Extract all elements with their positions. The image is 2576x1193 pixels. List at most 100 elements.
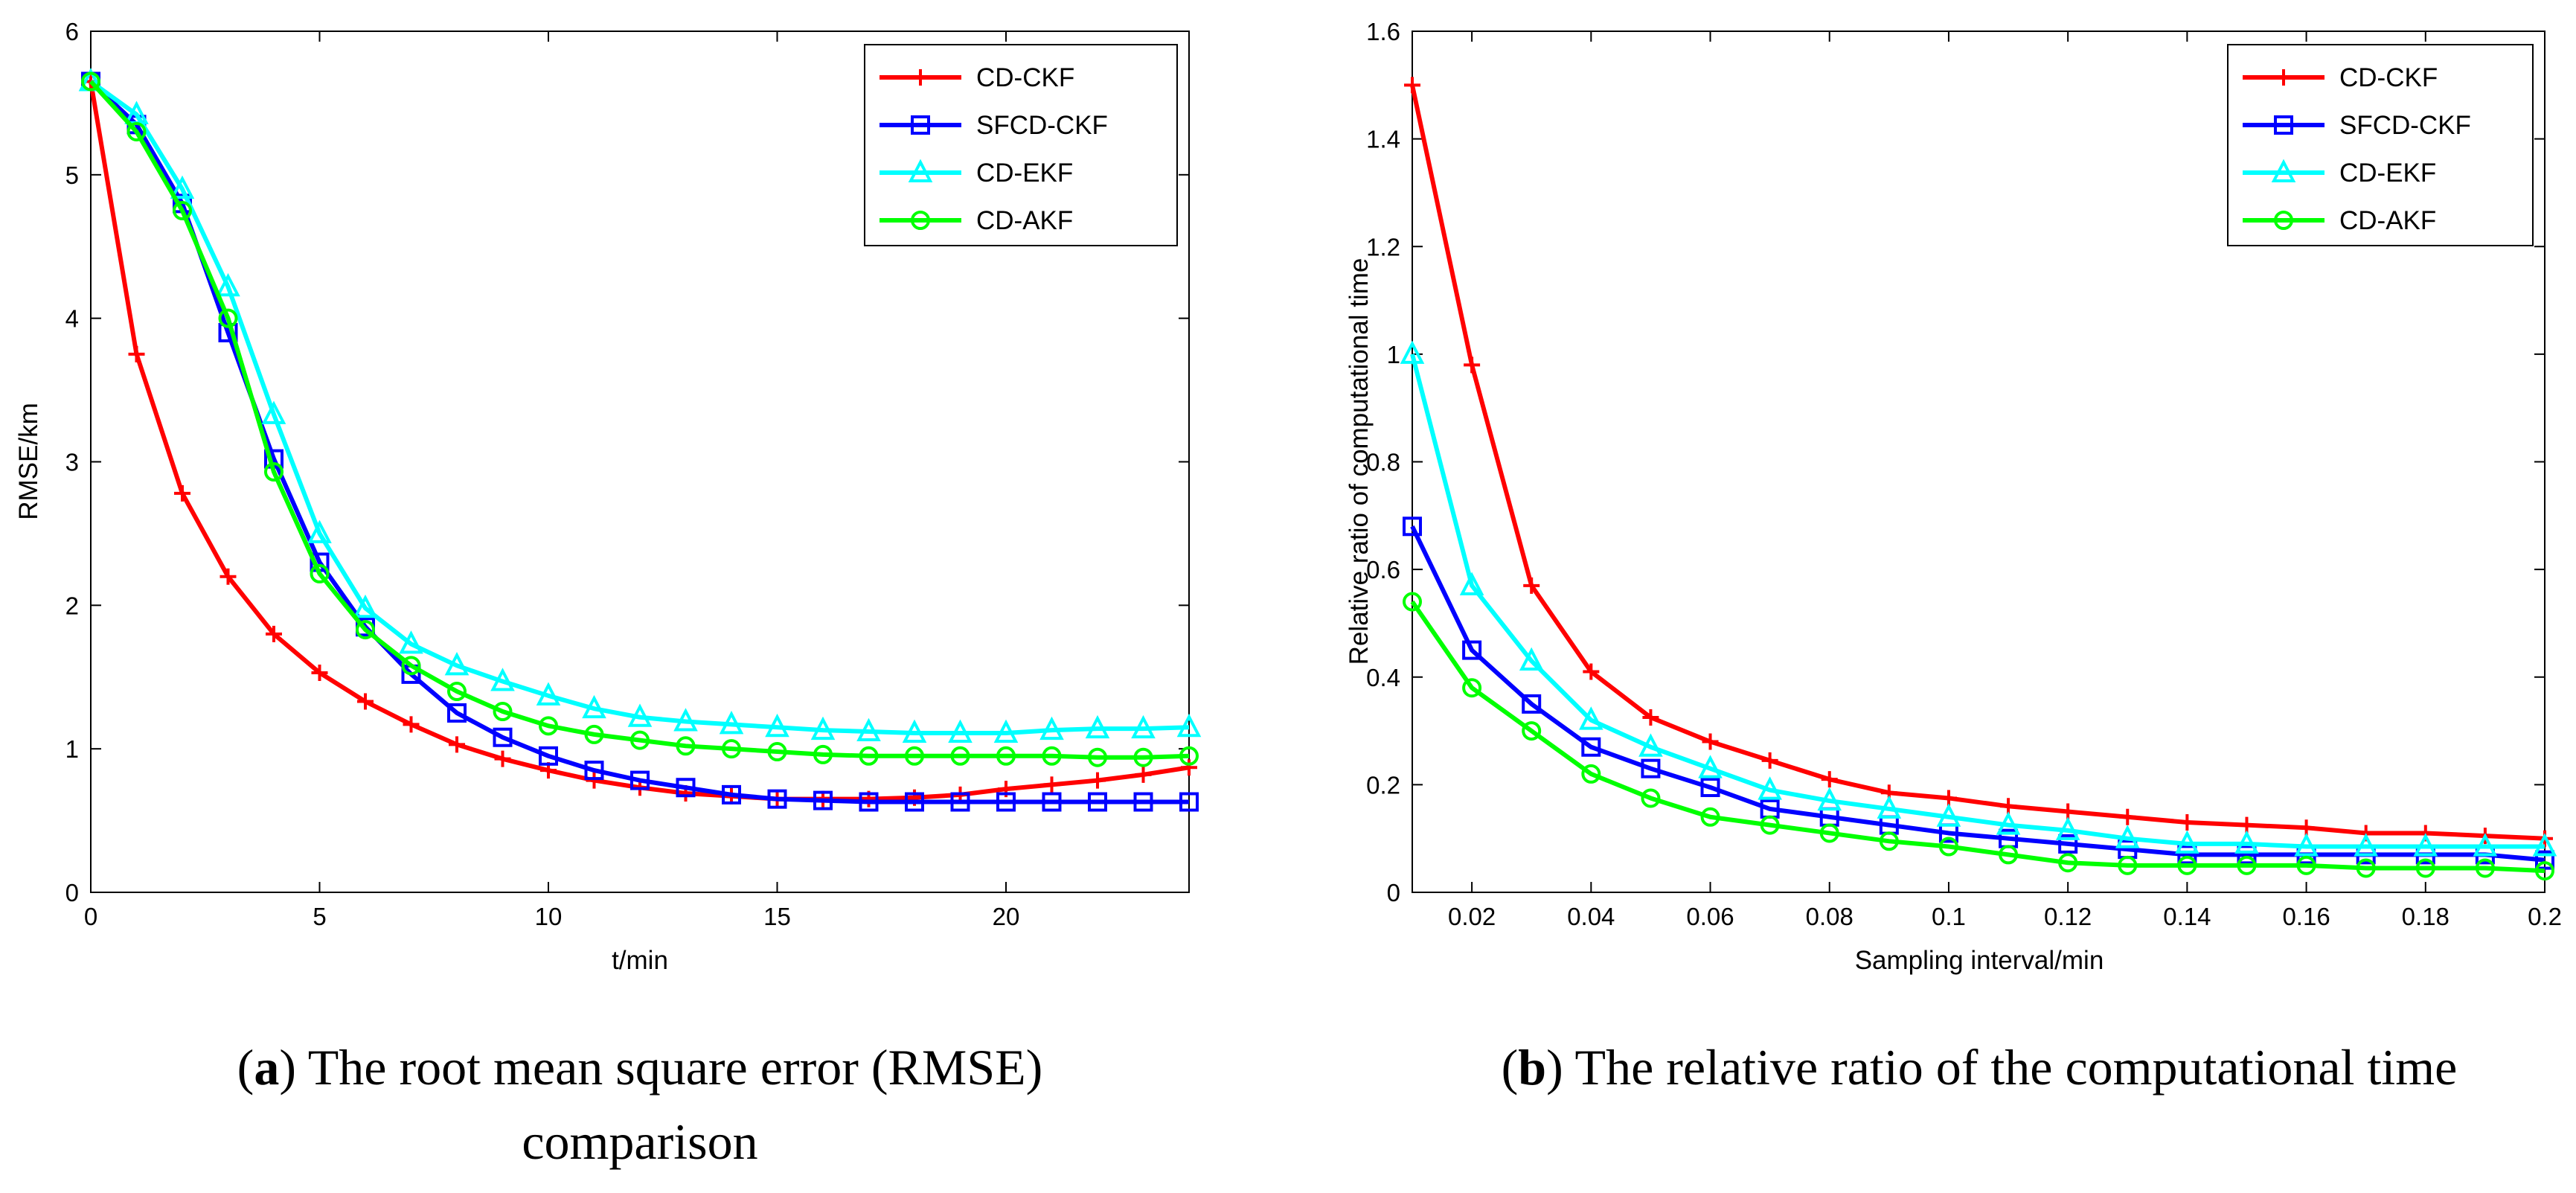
data-point [1519, 647, 1544, 671]
data-point [261, 400, 286, 424]
series-line [1410, 354, 2545, 849]
legend-label: CD-EKF [976, 159, 1073, 188]
data-point [493, 727, 513, 747]
y-tick-label: 4 [65, 305, 79, 333]
data-point [1043, 776, 1060, 793]
data-point [1135, 766, 1152, 783]
data-point [630, 730, 650, 750]
data-point [950, 746, 970, 766]
data-point [447, 703, 467, 723]
x-tick-label: 10 [535, 903, 563, 930]
data-point [494, 750, 511, 767]
data-point [310, 563, 330, 583]
data-point [1999, 845, 2019, 865]
data-point [81, 71, 100, 92]
data-point [2058, 853, 2078, 873]
caption-a-letter: a [254, 1039, 279, 1096]
x-tick-label: 0.08 [1806, 903, 1853, 930]
data-point [673, 708, 698, 732]
legend-label: CD-AKF [2339, 206, 2436, 235]
data-point [356, 620, 375, 640]
data-point [813, 790, 833, 810]
data-point [174, 484, 190, 502]
data-point [126, 121, 147, 141]
data-point [1821, 771, 1838, 788]
data-point [993, 719, 1019, 743]
data-point [2055, 816, 2080, 840]
data-point [173, 201, 192, 221]
data-point [1641, 758, 1661, 778]
data-point [905, 746, 924, 766]
data-point [1042, 792, 1062, 812]
y-tick-label: 3 [65, 449, 79, 476]
data-point [2535, 850, 2554, 870]
data-point [1088, 747, 1107, 767]
data-point [2532, 833, 2557, 857]
data-point [1936, 803, 1961, 827]
legend-marker [2271, 159, 2296, 182]
data-point [1581, 764, 1601, 784]
legend-marker [2274, 211, 2293, 230]
data-point [630, 770, 650, 790]
data-point [767, 789, 787, 809]
data-point [2473, 833, 2498, 857]
y-tick-label: 1.2 [1366, 233, 1400, 260]
legend-marker [2274, 115, 2293, 135]
y-tick-label: 0 [65, 879, 79, 906]
series-sfcd-ckf [81, 71, 1199, 812]
data-point [1877, 795, 1902, 819]
data-point [449, 736, 465, 753]
data-point [2058, 834, 2078, 854]
legend-label: CD-AKF [976, 206, 1073, 235]
legend-marker [912, 69, 929, 86]
y-tick-label: 2 [65, 592, 79, 619]
x-tick-label: 0 [84, 903, 97, 930]
legend-marker [908, 159, 933, 182]
chart-a-x-axis-title: t/min [612, 946, 668, 975]
data-point [627, 703, 653, 727]
data-point [311, 664, 328, 681]
y-tick-label: 0.4 [1366, 664, 1400, 691]
legend-item: SFCD-CKF [880, 111, 1108, 140]
y-tick-label: 1 [1387, 341, 1400, 368]
series-line [89, 80, 1190, 735]
data-point [2415, 858, 2435, 878]
chart-b-y-axis-title: Relative ratio of computational time [1345, 258, 1374, 665]
y-tick-label: 5 [65, 161, 79, 189]
chart-b-legend-items: CD-CKF SFCD-CKF CD-EKF CD-AKF [2243, 63, 2471, 235]
data-point [1641, 788, 1661, 808]
series-line [1410, 600, 2545, 874]
data-point [1462, 640, 1482, 660]
data-point [1996, 811, 2021, 835]
data-point [2179, 813, 2196, 831]
data-point [2234, 830, 2259, 854]
caption-a-line2: comparison [522, 1113, 757, 1170]
x-tick-label: 0.06 [1686, 903, 1734, 930]
y-tick-label: 1.6 [1366, 18, 1400, 45]
legend-item: CD-CKF [880, 63, 1074, 92]
data-point [1181, 759, 1197, 776]
data-point [1042, 746, 1062, 766]
data-point [1761, 752, 1778, 769]
data-point [536, 682, 561, 706]
data-point [2118, 855, 2138, 875]
data-point [2296, 855, 2316, 875]
chart-b-computational-time: 0.02 0.04 0.06 0.08 0.1 0.12 0.14 0.16 0.18 0.2 0 0… [1345, 18, 2562, 975]
legend-item: SFCD-CKF [2243, 111, 2471, 140]
y-tick-label: 6 [65, 18, 79, 45]
y-tick-label: 0.2 [1366, 771, 1400, 799]
data-point [539, 716, 558, 736]
chart-a-series [78, 68, 1202, 812]
chart-a-legend: CD-CKF SFCD-CKF CD-EKF CD-AKF [864, 44, 1178, 246]
series-cd-akf [1403, 592, 2554, 881]
data-point [2119, 808, 2136, 825]
data-point [216, 272, 240, 297]
caption-b-line1: (b) The relative ratio of the computatio… [1502, 1039, 2458, 1096]
data-point [493, 702, 513, 722]
data-point [1403, 592, 1422, 612]
data-point [1459, 572, 1484, 595]
data-point [403, 716, 420, 733]
data-point [584, 761, 604, 781]
data-point [1819, 823, 1839, 843]
data-point [902, 719, 927, 743]
